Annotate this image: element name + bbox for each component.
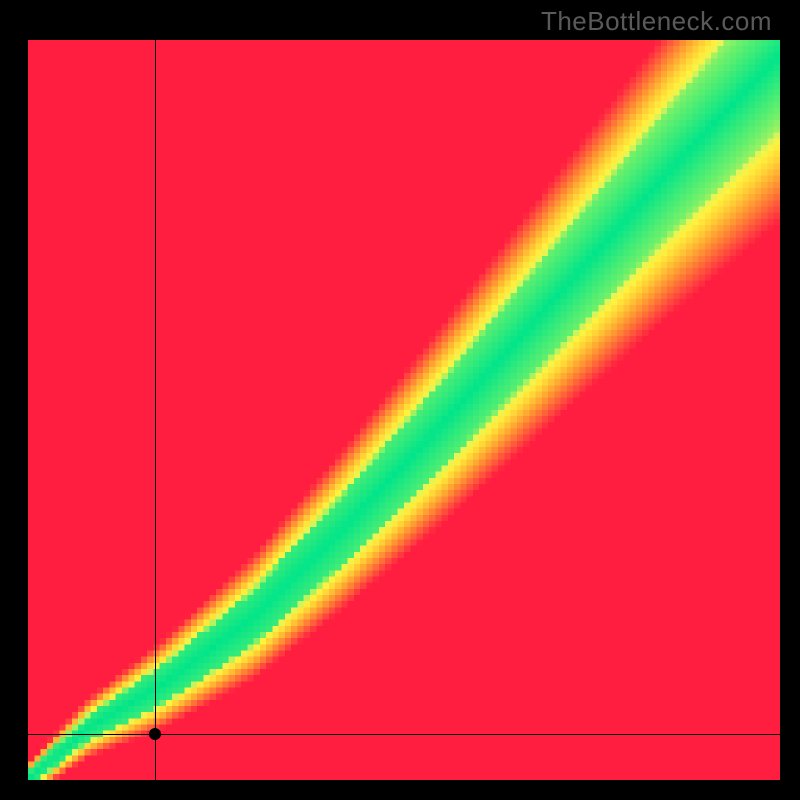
crosshair-vertical [155,40,156,780]
bottleneck-heatmap-plot [28,40,780,780]
heatmap-canvas [28,40,780,780]
crosshair-horizontal [28,734,780,735]
attribution-text: TheBottleneck.com [541,6,772,37]
selection-marker [149,728,161,740]
